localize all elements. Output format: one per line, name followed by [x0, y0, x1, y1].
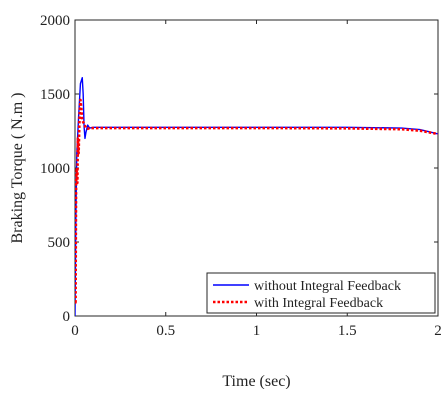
x-axis-label: Time (sec): [222, 373, 290, 389]
legend-label-2: with Integral Feedback: [254, 296, 383, 311]
series-layer: [75, 77, 438, 316]
series-line-2: [75, 98, 438, 306]
plot-frame: [74, 19, 439, 317]
x-tick-label: 1: [253, 323, 261, 339]
y-tick-label: 500: [48, 235, 71, 251]
legend: without Integral Feedback with Integral F…: [206, 272, 436, 314]
x-tick-label: 1.5: [338, 323, 357, 339]
x-tick-label: 0: [71, 323, 79, 339]
y-tick-label: 0: [63, 309, 71, 325]
y-tick-label: 1500: [40, 87, 70, 103]
x-tick-label: 0.5: [156, 323, 175, 339]
y-tick-label: 2000: [40, 13, 70, 29]
x-tick-label: 2: [434, 323, 441, 339]
y-tick-label: 1000: [40, 161, 70, 177]
legend-box: [206, 272, 436, 314]
axes-layer: 0 0.5 1 1.5 2 0 500 1000 1500 2000: [40, 13, 441, 339]
y-axis-label: Braking Torque ( N.m ): [9, 93, 26, 244]
legend-label-1: without Integral Feedback: [254, 279, 401, 294]
